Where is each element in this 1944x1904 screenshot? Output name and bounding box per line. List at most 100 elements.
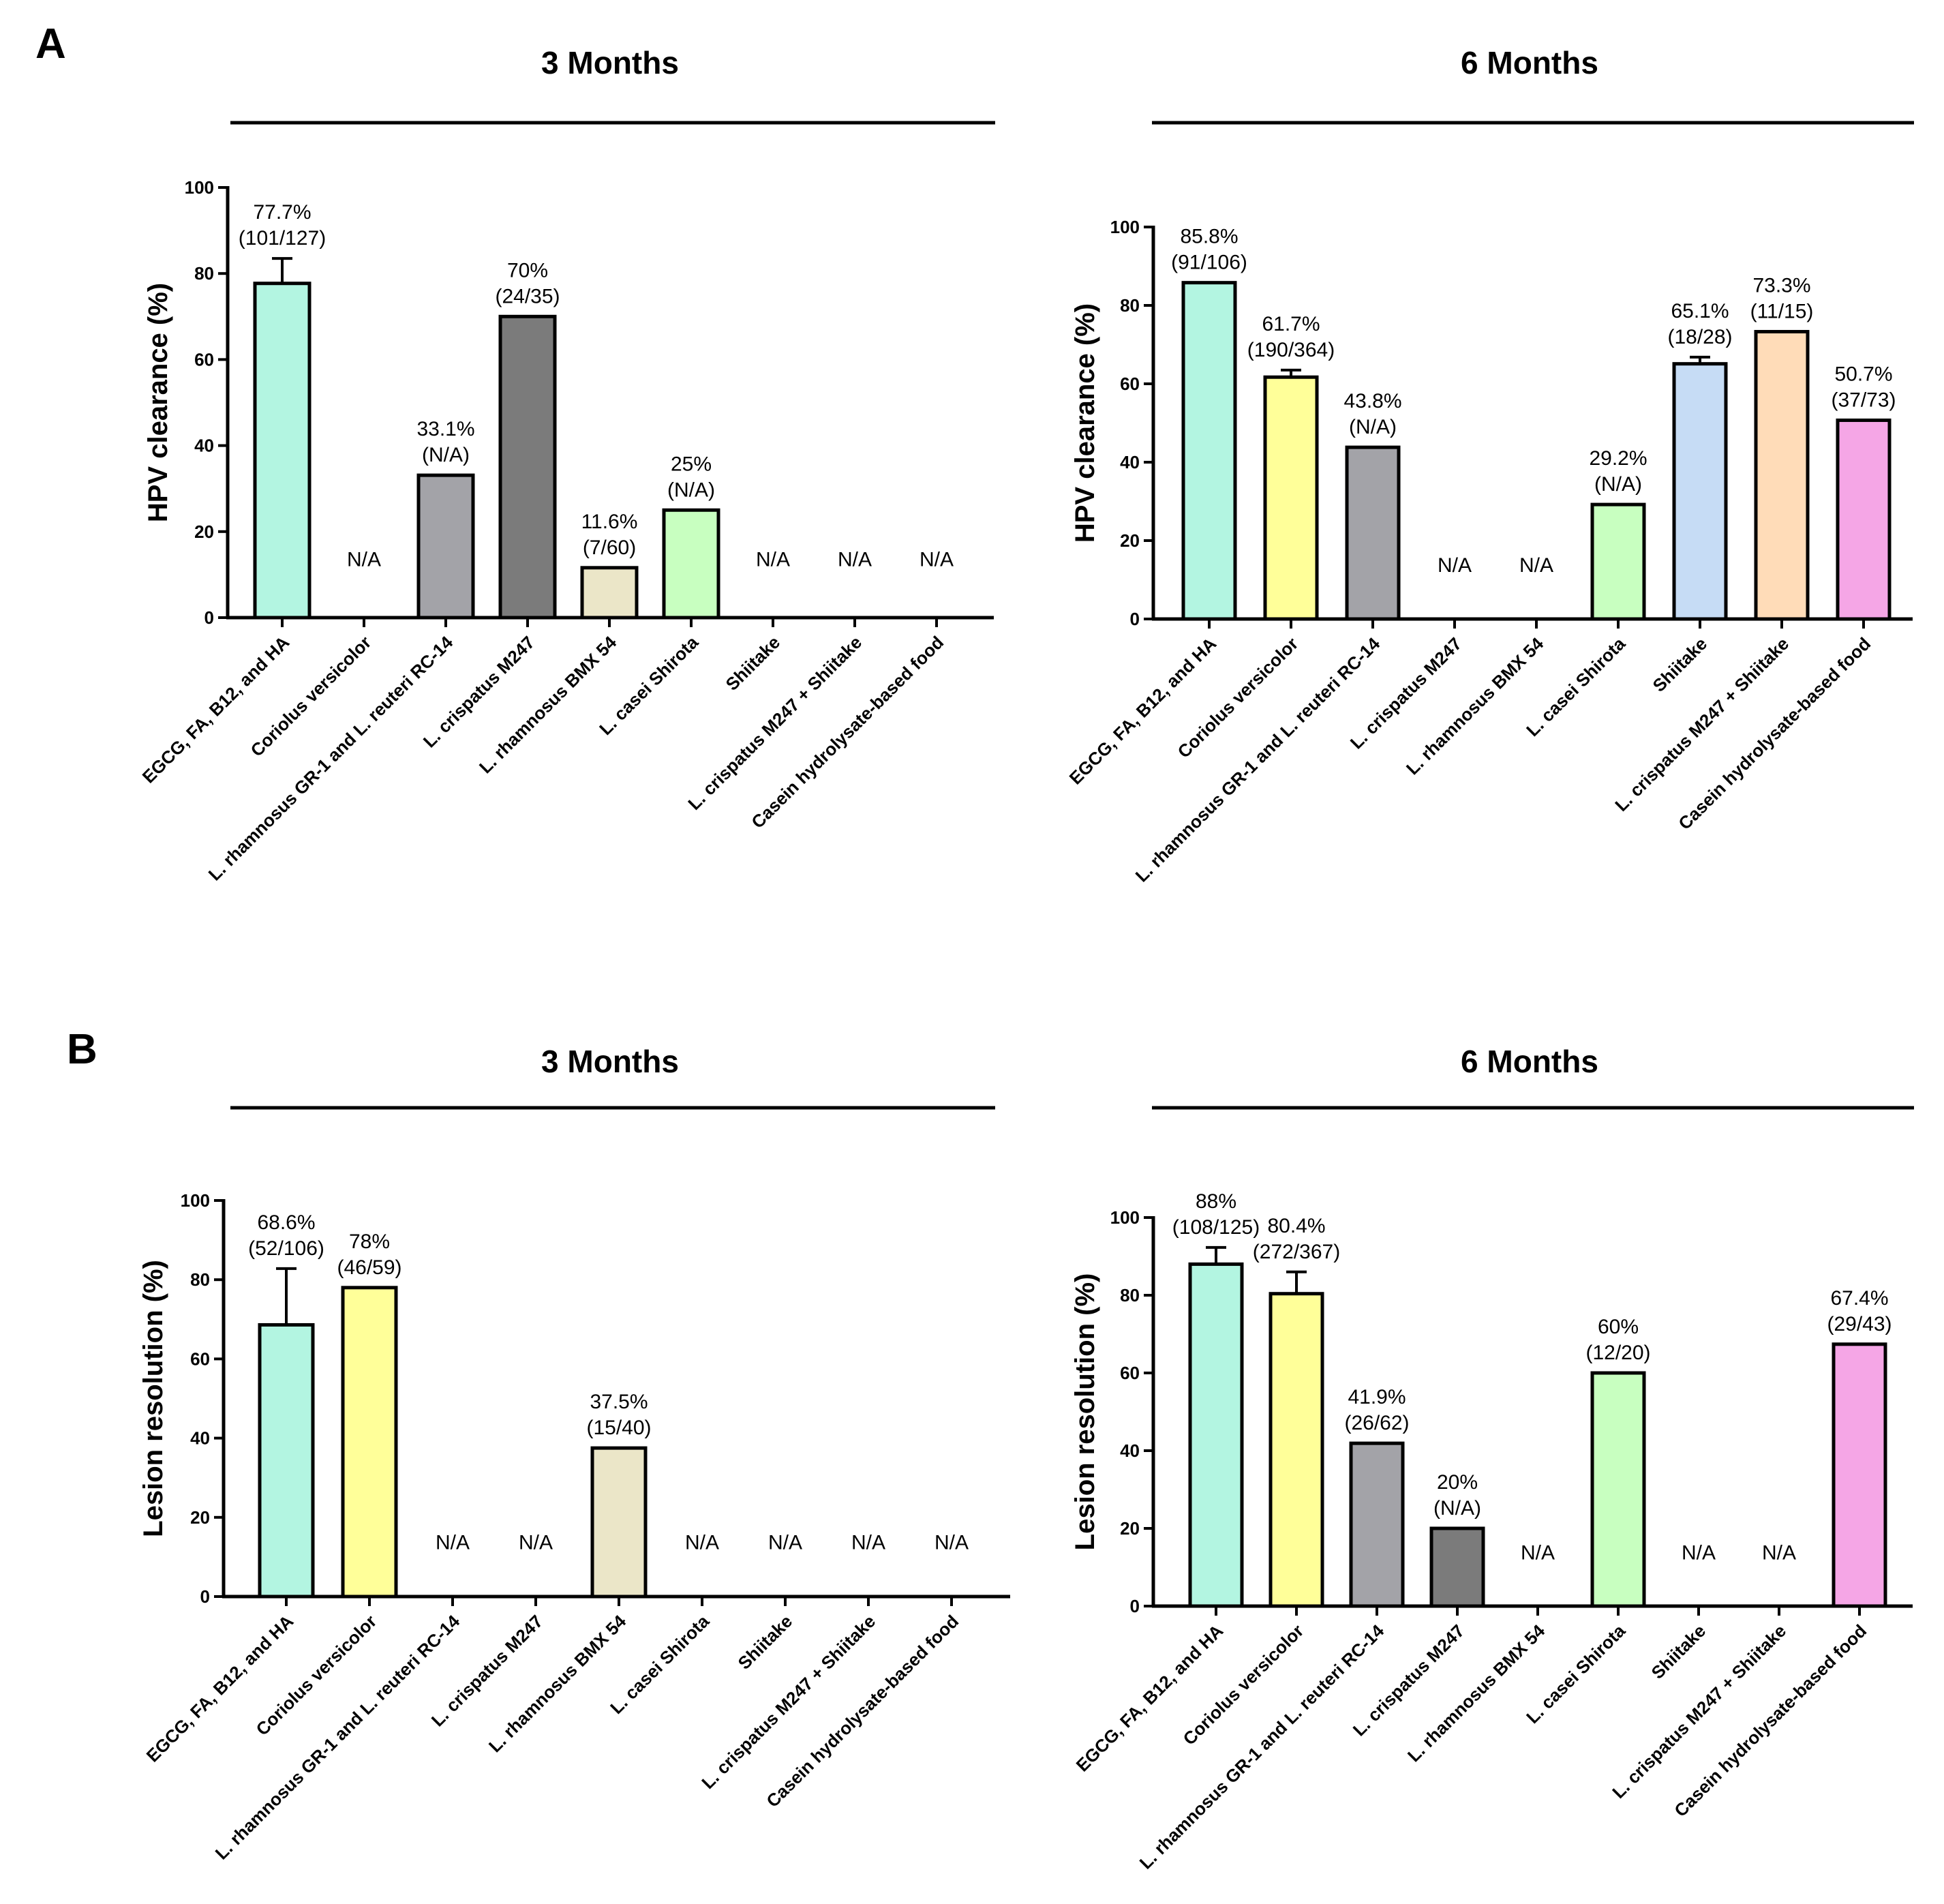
bar [253, 282, 312, 620]
x-tick-label: Shiitake [722, 632, 785, 695]
data-label: (N/A) [1433, 1497, 1481, 1520]
y-tick-label: 20 [1120, 1518, 1140, 1539]
x-tick-label: L. crispatus M247 + Shiitake [684, 632, 866, 814]
na-label: N/A [851, 1531, 885, 1554]
data-label: (11/15) [1750, 301, 1814, 323]
bar [498, 314, 557, 620]
y-axis-label: HPV clearance (%) [1070, 303, 1100, 543]
na-label: N/A [436, 1531, 470, 1554]
x-tick-label: L. crispatus M247 + Shiitake [697, 1611, 879, 1793]
y-tick-label: 80 [1120, 295, 1140, 316]
data-label: 77.7% [253, 201, 311, 224]
data-label: (12/20) [1585, 1342, 1650, 1364]
na-label: N/A [1521, 1542, 1555, 1565]
na-label: N/A [768, 1531, 802, 1554]
bar [1832, 1342, 1887, 1608]
y-axis-label: Lesion resolution (%) [1070, 1273, 1100, 1551]
data-label: (N/A) [1349, 416, 1397, 438]
data-label: (N/A) [1594, 473, 1642, 496]
y-tick-label: 60 [1120, 374, 1140, 394]
data-label: (29/43) [1827, 1313, 1892, 1335]
data-label: 67.4% [1830, 1287, 1888, 1310]
y-tick-label: 100 [181, 1190, 210, 1211]
data-label: 80.4% [1267, 1215, 1325, 1237]
y-tick-label: 80 [1120, 1285, 1140, 1305]
x-tick-label: L. rhamnosus BMX 54 [1403, 1620, 1549, 1766]
data-label: 20% [1437, 1471, 1478, 1494]
y-tick-label: 100 [1110, 217, 1140, 237]
y-tick-label: 80 [190, 1269, 210, 1290]
data-label: (24/35) [495, 285, 560, 307]
y-tick-label: 60 [194, 349, 214, 369]
data-label: (7/60) [583, 537, 636, 559]
data-label: 11.6% [581, 511, 638, 533]
bar [580, 566, 639, 620]
bar [1269, 1292, 1324, 1608]
y-tick-label: 20 [194, 522, 214, 542]
data-label: (190/364) [1247, 339, 1335, 361]
data-label: 43.8% [1343, 390, 1401, 412]
y-tick-label: 40 [190, 1428, 210, 1449]
data-label: 61.7% [1262, 313, 1320, 335]
na-label: N/A [838, 548, 872, 571]
chart-2: 6 Months HPV clearance (%) 0 20 40 60 80 100 EGC… [1065, 45, 1914, 886]
na-label: N/A [685, 1531, 719, 1554]
na-label: N/A [519, 1531, 553, 1554]
y-tick-label: 60 [190, 1348, 210, 1369]
y-tick-label: 100 [185, 177, 214, 198]
data-label: 29.2% [1589, 447, 1647, 470]
x-tick-label: EGCG, FA, B12, and HA [142, 1611, 298, 1766]
bar [1672, 362, 1728, 621]
y-tick-label: 0 [1130, 1596, 1140, 1616]
data-label: 60% [1598, 1316, 1639, 1338]
data-label: (101/127) [239, 227, 326, 250]
y-tick-label: 0 [204, 607, 214, 628]
data-label: (18/28) [1667, 326, 1732, 348]
bar [1263, 375, 1319, 621]
y-axis-label: HPV clearance (%) [143, 283, 173, 522]
x-tick-label: L. rhamnosus BMX 54 [475, 632, 621, 778]
bar [1754, 330, 1810, 621]
data-label: 73.3% [1752, 275, 1810, 297]
x-tick-label: Shiitake [1647, 1620, 1710, 1683]
na-label: N/A [1519, 554, 1553, 577]
y-axis-label: Lesion resolution (%) [138, 1260, 168, 1537]
data-label: 37.5% [590, 1391, 648, 1413]
bar [1188, 1262, 1244, 1608]
data-label: (37/73) [1831, 389, 1896, 411]
data-label: (91/106) [1171, 252, 1247, 274]
na-label: N/A [1682, 1542, 1716, 1565]
chart-title: 6 Months [1461, 45, 1598, 80]
y-tick-label: 60 [1120, 1363, 1140, 1383]
bar [1181, 281, 1237, 621]
y-tick-label: 0 [1130, 609, 1140, 629]
na-label: N/A [756, 548, 790, 571]
panel-letter: A [35, 20, 66, 67]
data-label: (26/62) [1344, 1412, 1409, 1434]
data-label: 78% [349, 1230, 390, 1253]
data-label: (15/40) [586, 1417, 651, 1439]
chart-3: B 3 Months Lesion resolution (%) 0 20 40 60 80 1… [67, 1026, 1010, 1864]
x-tick-label: L. rhamnosus BMX 54 [485, 1611, 631, 1757]
bar [1349, 1441, 1405, 1608]
y-tick-label: 0 [200, 1586, 210, 1607]
data-label: 70% [507, 259, 548, 282]
data-label: 50.7% [1834, 363, 1892, 385]
na-label: N/A [1438, 554, 1472, 577]
chart-1: A 3 Months HPV clearance (%) 0 20 40 60 80 100 EG… [35, 20, 995, 885]
data-label: 41.9% [1348, 1386, 1406, 1408]
x-tick-label: Shiitake [1649, 633, 1712, 696]
chart-4: 6 Months Lesion resolution (%) 0 20 40 60 80 10… [1070, 1044, 1914, 1873]
bar [662, 508, 720, 620]
x-tick-label: L. crispatus M247 + Shiitake [1608, 1620, 1790, 1802]
y-tick-label: 20 [1120, 530, 1140, 551]
bar [258, 1323, 315, 1599]
x-tick-label: EGCG, FA, B12, and HA [1065, 633, 1221, 789]
x-tick-label: L. crispatus M247 + Shiitake [1611, 633, 1793, 815]
data-label: (272/367) [1253, 1241, 1340, 1263]
x-tick-label: EGCG, FA, B12, and HA [1072, 1620, 1228, 1776]
y-tick-label: 40 [1120, 452, 1140, 472]
chart-title: 3 Months [541, 45, 679, 80]
x-tick-label: L. rhamnosus BMX 54 [1402, 633, 1548, 779]
